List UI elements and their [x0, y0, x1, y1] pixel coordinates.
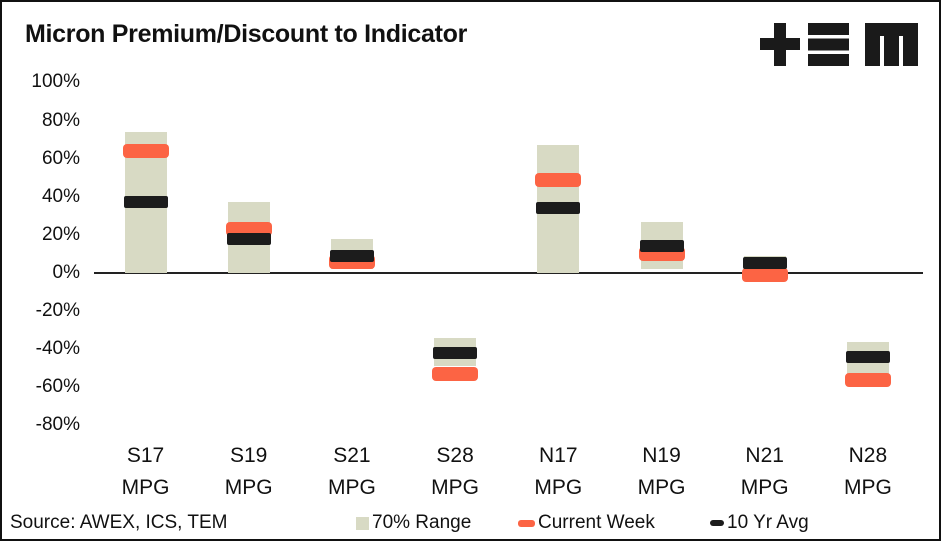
x-axis-label: N17 MPG	[534, 444, 583, 499]
x-axis-label: S28 MPG	[431, 444, 480, 499]
current-week-marker	[741, 267, 788, 282]
current-week-marker	[122, 144, 169, 159]
ten-yr-avg-marker	[433, 347, 478, 360]
x-axis-label: S21 MPG	[327, 444, 376, 499]
current-week-swatch-icon	[518, 519, 535, 527]
range-swatch-icon	[356, 516, 369, 530]
y-axis-tick-label: -40%	[35, 338, 80, 360]
x-axis-label: N28 MPG	[843, 444, 892, 499]
plus-icon	[760, 23, 800, 66]
ten-yr-avg-marker	[845, 350, 890, 363]
y-axis-tick-label: 60%	[41, 147, 80, 169]
y-axis-tick-label: -20%	[35, 300, 80, 322]
ten-yr-avg-marker	[536, 202, 581, 215]
y-axis-tick-label: 40%	[41, 185, 80, 207]
ten-yr-avg-swatch-icon	[710, 520, 724, 526]
legend-label: 70% Range	[372, 512, 472, 533]
m-glyph-icon	[865, 23, 918, 66]
source-note: Source: AWEX, ICS, TEM	[10, 512, 228, 533]
x-axis-label: N21 MPG	[740, 444, 789, 499]
legend-item-ten-yr-avg: 10 Yr Avg	[710, 512, 809, 534]
legend-item-current-week: Current Week	[518, 512, 655, 534]
x-axis-label: S17 MPG	[121, 444, 170, 499]
ten-yr-avg-marker	[742, 257, 787, 270]
tem-logo	[760, 23, 918, 66]
legend-label: Current Week	[538, 512, 655, 533]
x-axis-label: N19 MPG	[637, 444, 686, 499]
y-axis-tick-label: 100%	[31, 71, 80, 93]
triple-bar-icon	[808, 23, 849, 66]
y-axis-tick-label: -80%	[35, 414, 80, 436]
x-axis-label: S19 MPG	[224, 444, 273, 499]
current-week-marker	[844, 372, 891, 387]
y-axis-tick-label: 20%	[41, 223, 80, 245]
ten-yr-avg-marker	[123, 196, 168, 209]
zero-axis-line	[94, 272, 923, 274]
chart-title: Micron Premium/Discount to Indicator	[25, 20, 468, 48]
legend-label: 10 Yr Avg	[727, 512, 809, 533]
y-axis-tick-label: 0%	[52, 262, 80, 283]
current-week-marker	[225, 222, 272, 237]
ten-yr-avg-marker	[226, 232, 271, 245]
ten-yr-avg-marker	[639, 240, 684, 253]
current-week-marker	[432, 367, 479, 382]
ten-yr-avg-marker	[329, 249, 374, 262]
legend-item-range: 70% Range	[356, 512, 471, 534]
y-axis-tick-label: -60%	[35, 376, 80, 398]
current-week-marker	[535, 172, 582, 187]
y-axis-tick-label: 80%	[41, 109, 80, 131]
